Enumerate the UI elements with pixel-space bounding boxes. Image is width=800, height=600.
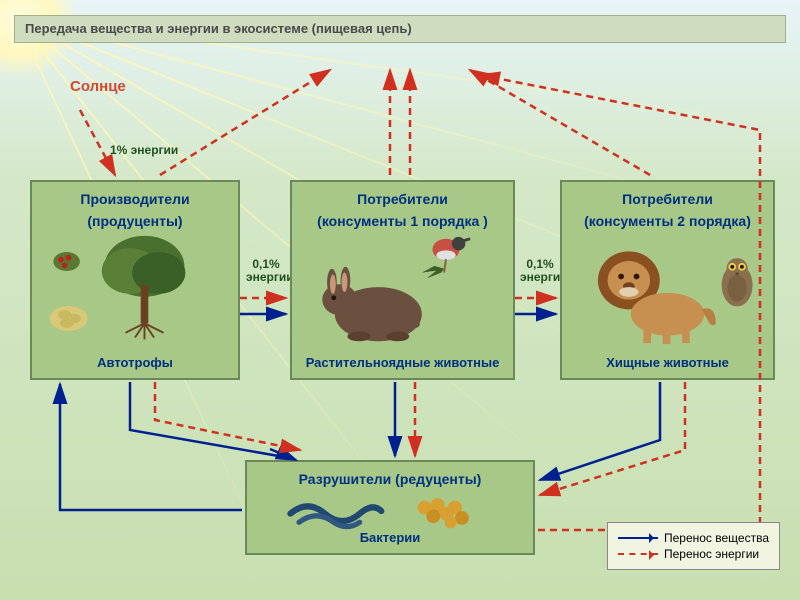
legend: Перенос вещества Перенос энергии [607, 522, 780, 570]
consumers2-illustration [570, 232, 765, 348]
legend-matter: Перенос вещества [618, 531, 769, 545]
consumers2-title1: Потребители [568, 190, 767, 208]
legend-matter-label: Перенос вещества [664, 531, 769, 545]
decomposers-box: Разрушители (редуценты) Бактерии [245, 460, 535, 555]
energy-pct-3: 0,1% энергии [520, 258, 560, 284]
energy-pct-1: 1% энергии [110, 143, 178, 157]
legend-energy-arrow [618, 553, 658, 555]
consumers1-illustration [300, 232, 505, 348]
consumers2-title2: (консументы 2 порядка) [568, 212, 767, 230]
decomposers-title: Разрушители (редуценты) [253, 470, 527, 488]
page-title: Передача вещества и энергии в экосистеме… [14, 15, 786, 43]
producers-illustration [40, 232, 230, 348]
legend-matter-arrow [618, 537, 658, 539]
consumers1-sub: Растительноядные животные [292, 355, 513, 370]
producers-box: Производители (продуценты) Автотрофы [30, 180, 240, 380]
sun-label: Солнце [70, 78, 126, 95]
legend-energy-label: Перенос энергии [664, 547, 759, 561]
decomposers-illustration [257, 492, 523, 531]
producers-sub: Автотрофы [32, 355, 238, 370]
decomposers-sub: Бактерии [247, 530, 533, 545]
consumers2-sub: Хищные животные [562, 355, 773, 370]
producers-title1: Производители [38, 190, 232, 208]
consumers1-title1: Потребители [298, 190, 507, 208]
legend-energy: Перенос энергии [618, 547, 769, 561]
producers-title2: (продуценты) [38, 212, 232, 230]
consumers2-box: Потребители (консументы 2 порядка) Хищны… [560, 180, 775, 380]
consumers1-box: Потребители (консументы 1 порядка ) Раст… [290, 180, 515, 380]
energy-pct-2: 0,1% энергии [246, 258, 286, 284]
consumers1-title2: (консументы 1 порядка ) [298, 212, 507, 230]
